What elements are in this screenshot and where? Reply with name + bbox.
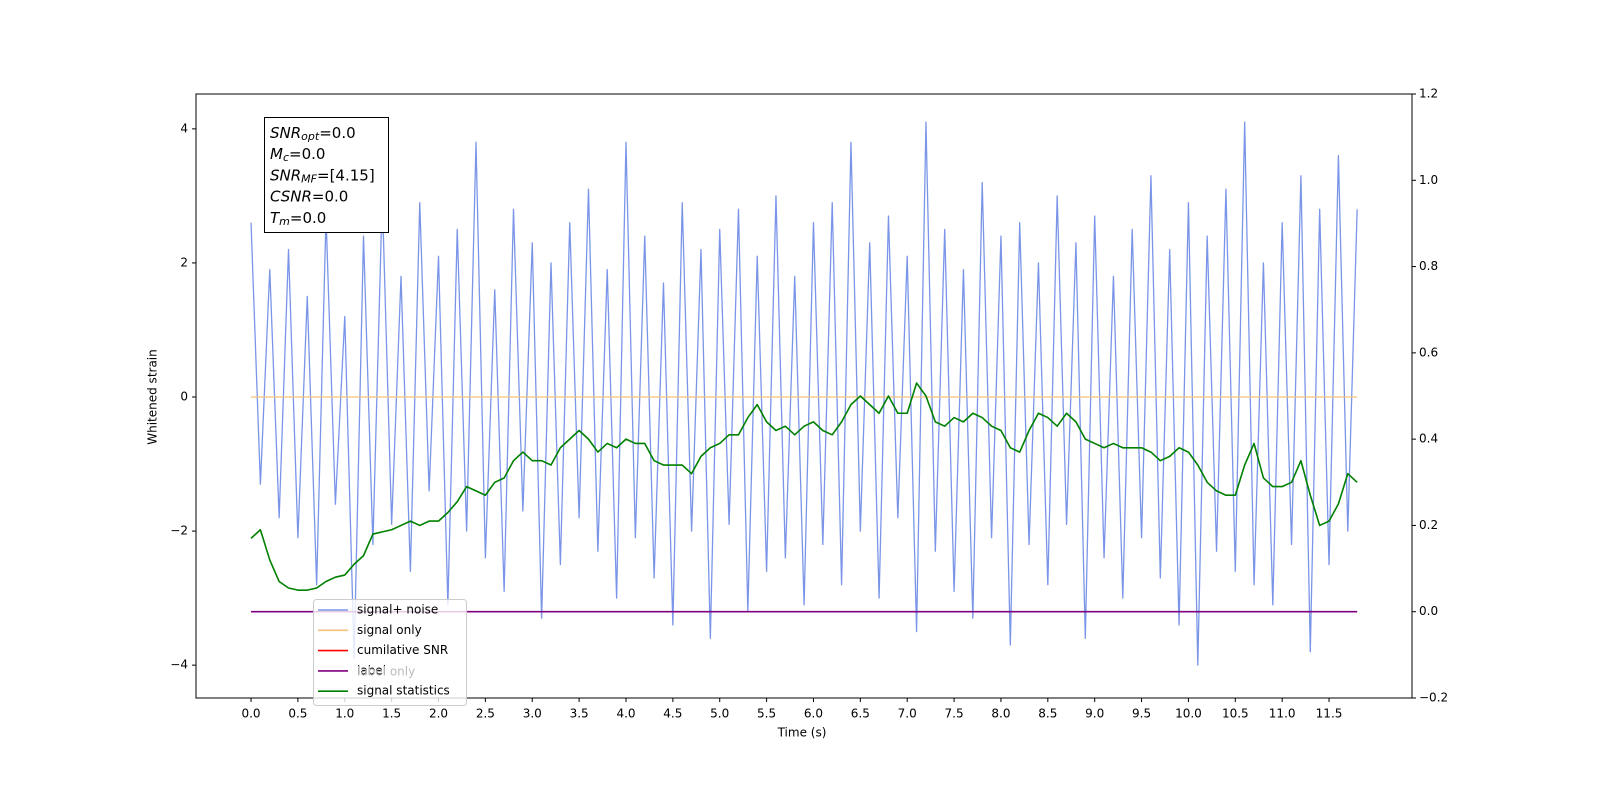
y2-tick-label: 0.8: [1419, 259, 1438, 273]
x-tick-label: 7.0: [898, 707, 917, 721]
x-axis-label: Time (s): [777, 726, 827, 740]
x-tick-label: 2.0: [429, 707, 448, 721]
x-tick-label: 1.5: [382, 707, 401, 721]
annotation-value: =0.0: [319, 124, 355, 142]
x-tick-label: 7.5: [945, 707, 964, 721]
x-tick-label: 3.5: [570, 707, 589, 721]
annotation-subscript: opt: [301, 130, 320, 143]
x-tick-label: 6.0: [804, 707, 823, 721]
annotation-subscript: MF: [301, 172, 317, 185]
x-tick-label: 10.0: [1175, 707, 1202, 721]
annotation-subscript: c: [283, 151, 289, 164]
annotation-box: SNRopt=0.0Mc=0.0SNRMF=[4.15]CSNR=0.0Tm=0…: [264, 117, 389, 233]
annotation-symbol: T: [270, 208, 281, 226]
y2-tick-label: 0.0: [1419, 604, 1438, 618]
annotation-value: =0.0: [289, 145, 325, 163]
y-tick-label: 4: [180, 121, 188, 135]
annotation-line: SNRopt=0.0: [270, 124, 356, 144]
y2-tick-label: 0.6: [1419, 345, 1438, 359]
legend-label: label only: [357, 664, 415, 678]
annotation-line: CSNR=0.0: [270, 187, 348, 205]
y2-tick-label: 1.2: [1419, 87, 1438, 101]
x-tick-label: 10.5: [1222, 707, 1249, 721]
legend-frame: [313, 599, 467, 706]
annotation-value: =0.0: [290, 208, 326, 226]
x-tick-label: 8.0: [991, 707, 1010, 721]
x-tick-label: 5.0: [710, 707, 729, 721]
annotation-symbol: SNR: [270, 124, 301, 142]
annotation-symbol: M: [270, 145, 283, 163]
x-tick-label: 11.5: [1316, 707, 1343, 721]
x-tick-label: 1.0: [335, 707, 354, 721]
y-tick-label: 0: [180, 390, 188, 404]
annotation-symbol: SNR: [270, 166, 301, 184]
series-line: [250, 382, 1358, 591]
annotation-line: SNRMF=[4.15]: [270, 166, 375, 186]
y-axis-label: Whitened strain: [146, 349, 160, 445]
x-tick-label: 8.5: [1038, 707, 1057, 721]
x-tick-label: 0.5: [288, 707, 307, 721]
annotation-symbol: CSNR: [270, 187, 312, 205]
annotation-line: Mc=0.0: [270, 145, 325, 165]
legend-label: label: [357, 663, 386, 677]
x-tick-label: 3.0: [523, 707, 542, 721]
y2-tick-label: −0.2: [1419, 691, 1448, 705]
legend-label: signal statistics: [357, 684, 450, 698]
x-tick-label: 11.0: [1269, 707, 1296, 721]
x-tick-label: 6.5: [851, 707, 870, 721]
y2-tick-label: 1.0: [1419, 173, 1438, 187]
x-tick-label: 5.5: [757, 707, 776, 721]
legend-label: signal only: [357, 623, 422, 637]
legend-label: signal+ noise: [357, 603, 438, 617]
annotation-frame: [264, 117, 389, 233]
annotation-line: Tm=0.0: [270, 208, 326, 228]
x-tick-label: 4.0: [616, 707, 635, 721]
y2-tick-label: 0.4: [1419, 432, 1438, 446]
annotation-value: =[4.15]: [317, 166, 375, 184]
x-tick-label: 9.5: [1132, 707, 1151, 721]
annotation-value: =0.0: [312, 187, 348, 205]
y-tick-label: −4: [170, 658, 188, 672]
legend-label: cumilative SNR: [357, 643, 448, 657]
plot-frame: [195, 93, 1413, 699]
x-tick-label: 9.0: [1085, 707, 1104, 721]
series-line: [250, 121, 1358, 666]
annotation-subscript: m: [279, 215, 290, 228]
x-tick-label: 4.5: [663, 707, 682, 721]
legend: signal+ noise signal only cumilative SNR la…: [313, 599, 467, 706]
y2-tick-label: 0.2: [1419, 518, 1438, 532]
y-tick-label: 2: [180, 255, 188, 269]
x-tick-label: 0.0: [241, 707, 260, 721]
y-tick-label: −2: [170, 524, 188, 538]
x-tick-label: 2.5: [476, 707, 495, 721]
